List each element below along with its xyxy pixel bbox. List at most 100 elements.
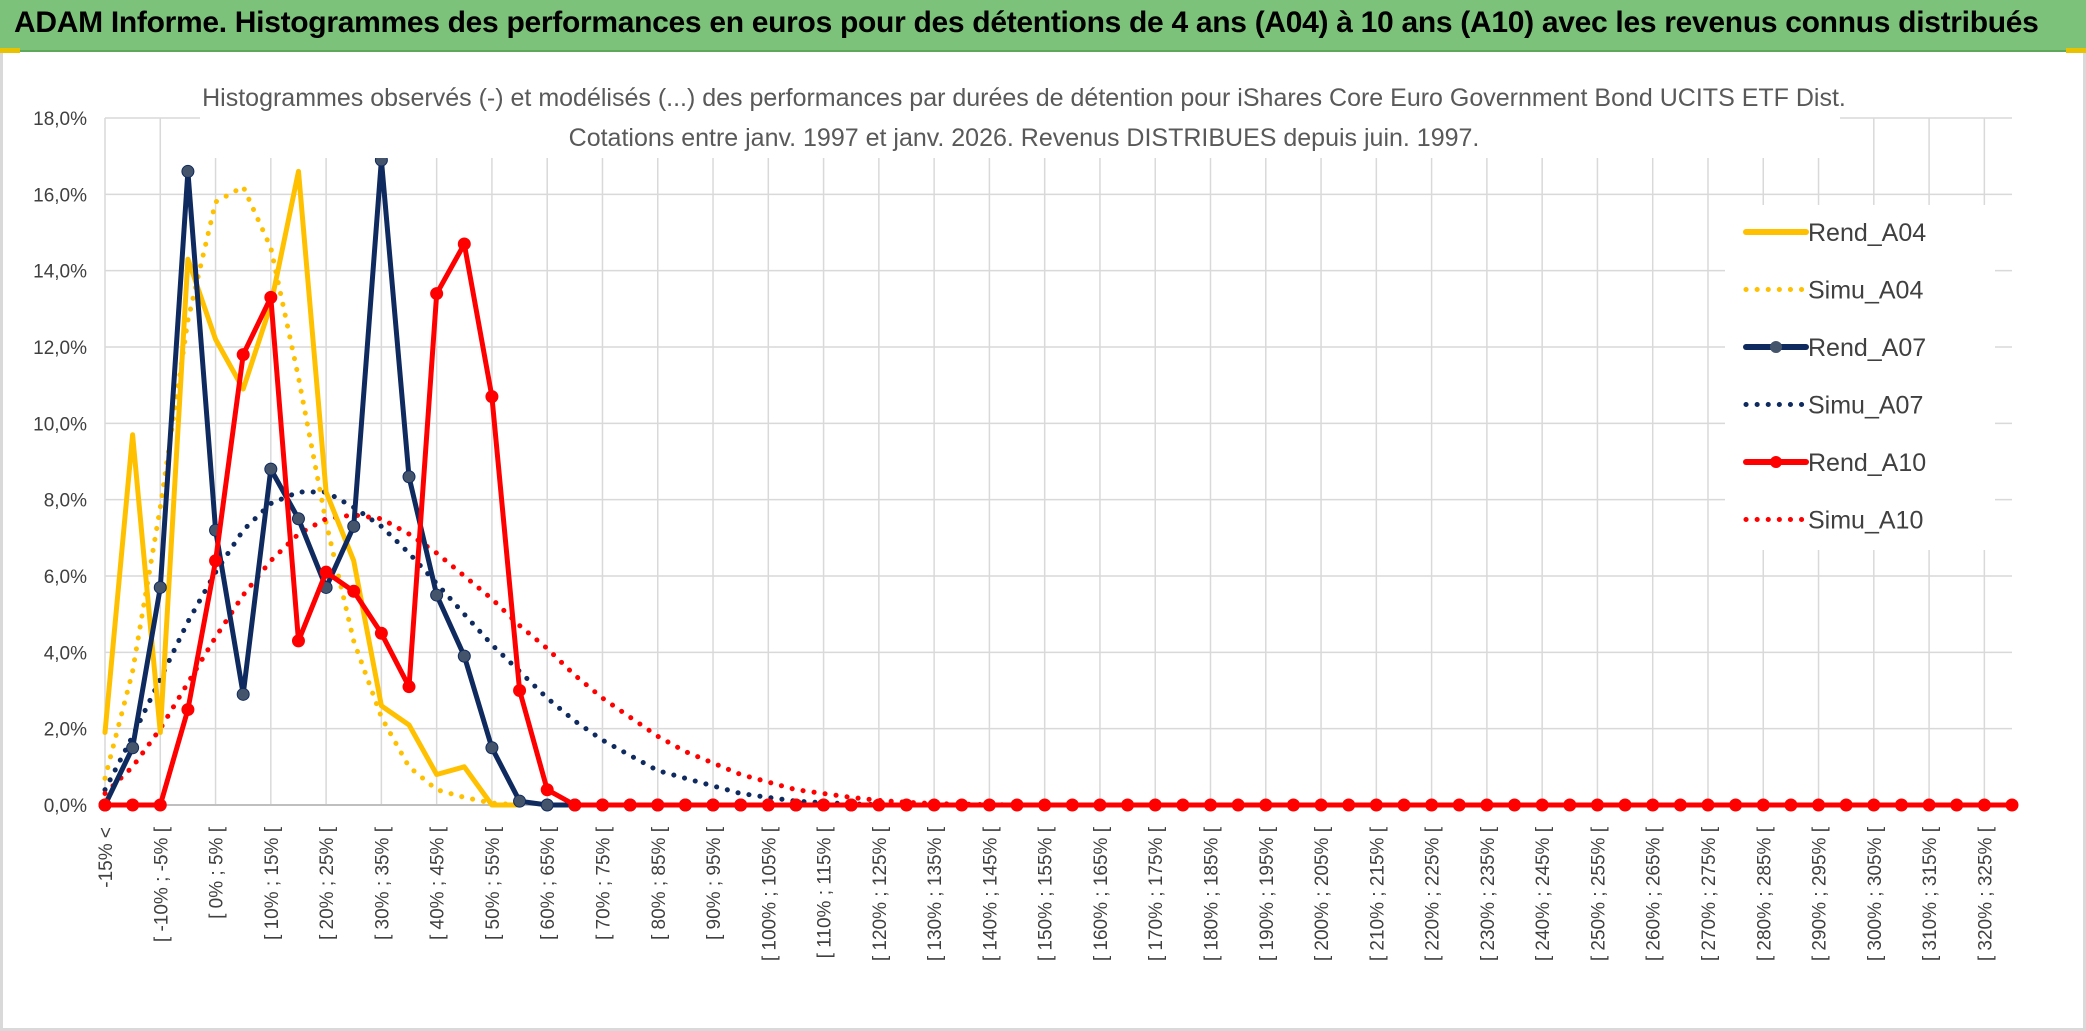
x-tick-label: [ 30% ; 35% [: [372, 826, 393, 940]
data-point-rend-a10: [1065, 798, 1079, 812]
x-tick-label: [ 180% ; 185% [: [1202, 826, 1223, 961]
data-point-rend-a10: [623, 798, 637, 812]
x-tick-label: [ 280% ; 285% [: [1754, 826, 1775, 961]
data-point-rend-a10: [1839, 798, 1853, 812]
data-point-rend-a10: [1535, 798, 1549, 812]
data-point-rend-a10: [789, 798, 803, 812]
x-tick-label: [ 20% ; 25% [: [317, 826, 338, 940]
data-point-rend-a10: [817, 798, 831, 812]
y-tick-label: 10,0%: [33, 414, 87, 435]
x-tick-label: [ 100% ; 105% [: [759, 826, 780, 961]
x-tick-label: [ 70% ; 75% [: [593, 826, 614, 940]
data-point-rend-a10: [1950, 798, 1964, 812]
data-point-rend-a10: [595, 798, 609, 812]
data-point-rend-a10: [568, 798, 582, 812]
data-point-rend-a10: [2005, 798, 2019, 812]
data-point-rend-a10: [1121, 798, 1135, 812]
x-tick-label: -15% <: [96, 827, 117, 888]
data-point-rend-a10: [430, 287, 444, 301]
series-line-simu-a07: [102, 489, 909, 808]
data-point-rend-a10: [1259, 798, 1273, 812]
y-tick-label: 4,0%: [44, 643, 87, 664]
y-tick-label: 16,0%: [33, 185, 87, 206]
series-line-rend-a10: [102, 241, 2015, 808]
series-line-rend-a07: [102, 157, 854, 808]
legend-marker: [1770, 456, 1782, 468]
data-point-rend-a10: [1673, 798, 1687, 812]
data-point-rend-a10: [1038, 798, 1052, 812]
x-tick-label: [ 60% ; 65% [: [538, 826, 559, 940]
data-point-rend-a10: [402, 680, 416, 694]
data-point-rend-a10: [1369, 798, 1383, 812]
data-point-rend-a10: [513, 684, 527, 697]
x-tick-label: [ 250% ; 255% [: [1588, 826, 1609, 961]
data-point-rend-a10: [1701, 798, 1715, 812]
legend-label-rend-a10: Rend_A10: [1808, 449, 1926, 477]
data-point-rend-a10: [347, 584, 361, 598]
data-point-rend-a10: [734, 798, 748, 812]
data-point-rend-a10: [1756, 798, 1770, 812]
data-point-rend-a10: [485, 390, 499, 404]
data-point-rend-a10: [678, 798, 692, 812]
data-point-rend-a07: [430, 588, 444, 602]
data-point-rend-a10: [1590, 798, 1604, 812]
y-tick-label: 8,0%: [44, 491, 87, 512]
data-point-rend-a10: [1646, 798, 1660, 812]
series-line-simu-a10: [102, 512, 1020, 808]
data-point-rend-a10: [540, 783, 554, 797]
series-line-rend-a04: [102, 168, 523, 808]
x-tick-label: [ 220% ; 225% [: [1423, 826, 1444, 961]
data-point-rend-a10: [1563, 798, 1577, 812]
x-tick-label: [ 120% ; 125% [: [870, 826, 891, 961]
x-tick-label: [ 300% ; 305% [: [1865, 826, 1886, 961]
data-point-rend-a10: [264, 290, 278, 304]
data-point-rend-a10: [1231, 798, 1245, 812]
data-point-rend-a07: [153, 580, 167, 594]
data-point-rend-a10: [1784, 798, 1798, 812]
data-point-rend-a10: [844, 798, 858, 812]
series-layer: [98, 153, 2019, 812]
data-point-rend-a07: [540, 798, 554, 812]
y-tick-label: 2,0%: [44, 720, 87, 741]
legend: Rend_A04 Simu_A04 Rend_A07 Simu_A07 Rend_A10…: [1725, 205, 1995, 550]
data-point-rend-a10: [1176, 798, 1190, 812]
x-tick-label: [ 240% ; 245% [: [1533, 826, 1554, 961]
data-point-rend-a10: [1010, 798, 1024, 812]
x-tick-label: [ 290% ; 295% [: [1810, 826, 1831, 961]
x-tick-label: [ 230% ; 235% [: [1478, 826, 1499, 961]
x-axis: -15% < [ -10% ; -5% [[ 0% ; 5% [[ 10% ; 1…: [96, 826, 1996, 961]
x-tick-label: [ 10% ; 15% [: [262, 826, 283, 940]
chart-title-background: [200, 78, 1840, 158]
data-point-rend-a10: [1204, 798, 1218, 812]
data-point-rend-a10: [1148, 798, 1162, 812]
data-point-rend-a10: [706, 798, 720, 812]
x-tick-label: [ 200% ; 205% [: [1312, 826, 1333, 961]
x-tick-label: [ 270% ; 275% [: [1699, 826, 1720, 961]
x-tick-label: [ 140% ; 145% [: [980, 826, 1001, 961]
chart-title-line2: Cotations entre janv. 1997 et janv. 2026…: [569, 124, 1480, 152]
data-point-rend-a10: [1894, 798, 1908, 812]
data-point-rend-a10: [1286, 798, 1300, 812]
x-tick-label: [ 110% ; 115% [: [815, 826, 836, 958]
data-point-rend-a10: [319, 565, 333, 579]
data-point-rend-a10: [761, 798, 775, 812]
x-tick-label: [ 310% ; 315% [: [1920, 826, 1941, 961]
x-tick-label: [ 80% ; 85% [: [649, 826, 670, 940]
data-point-rend-a07: [264, 462, 278, 476]
data-point-rend-a10: [457, 237, 471, 251]
data-point-rend-a10: [1977, 798, 1991, 812]
y-tick-label: 18,0%: [33, 109, 87, 130]
x-tick-label: [ 190% ; 195% [: [1257, 826, 1278, 961]
data-point-rend-a10: [651, 798, 665, 812]
data-point-rend-a10: [181, 703, 195, 717]
data-point-rend-a10: [236, 348, 250, 362]
legend-label-simu-a10: Simu_A10: [1808, 507, 1923, 535]
data-point-rend-a10: [1867, 798, 1881, 812]
data-point-rend-a07: [402, 470, 416, 484]
data-point-rend-a10: [374, 626, 388, 640]
y-tick-label: 12,0%: [33, 338, 87, 359]
x-tick-label: [ 170% ; 175% [: [1146, 826, 1167, 961]
x-tick-label: [ 40% ; 45% [: [428, 826, 449, 940]
series-line-simu-a04: [102, 184, 523, 808]
